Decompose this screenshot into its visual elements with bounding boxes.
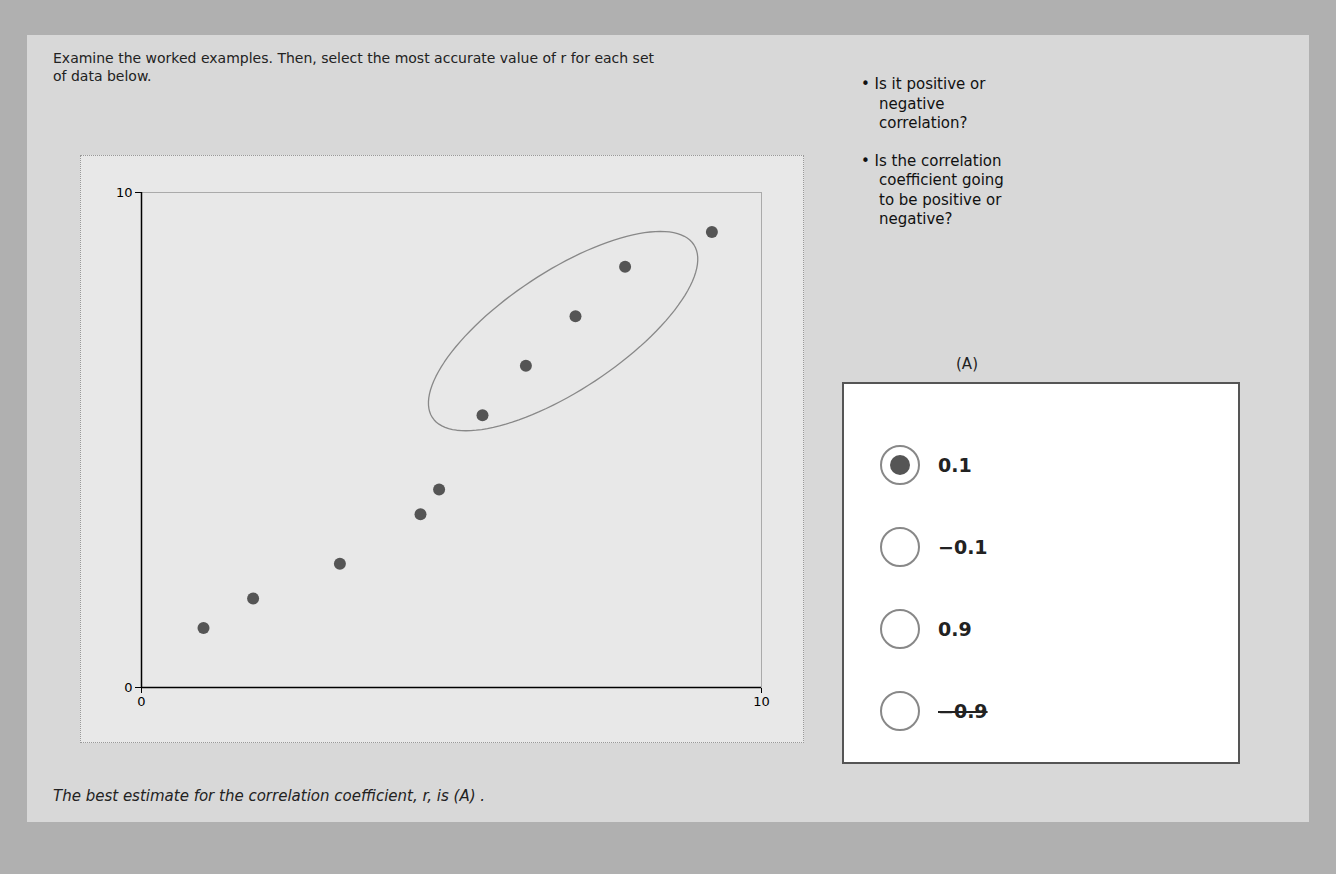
html-text:−0.9: −0.9	[938, 700, 988, 722]
svg-text:0: 0	[137, 694, 145, 709]
svg-text:10: 10	[116, 185, 133, 200]
html-text:Examine the worked examples. T: Examine the worked examples. Then, selec…	[53, 50, 654, 85]
html-text:The best estimate for the corr: The best estimate for the correlation co…	[53, 787, 486, 805]
svg-text:0: 0	[124, 680, 132, 695]
html-text:• Is it positive or negative c: • Is it positive or negative correlation…	[861, 75, 986, 132]
html-text:(A): (A)	[956, 355, 978, 373]
html-text:0.1: 0.1	[938, 454, 972, 476]
svg-text:10: 10	[753, 694, 770, 709]
html-text:−0.1: −0.1	[938, 536, 988, 558]
html-text:0.9: 0.9	[938, 618, 972, 640]
html-text:• Is the correlation coefficie: • Is the correlation coefficient going t…	[861, 151, 1004, 228]
